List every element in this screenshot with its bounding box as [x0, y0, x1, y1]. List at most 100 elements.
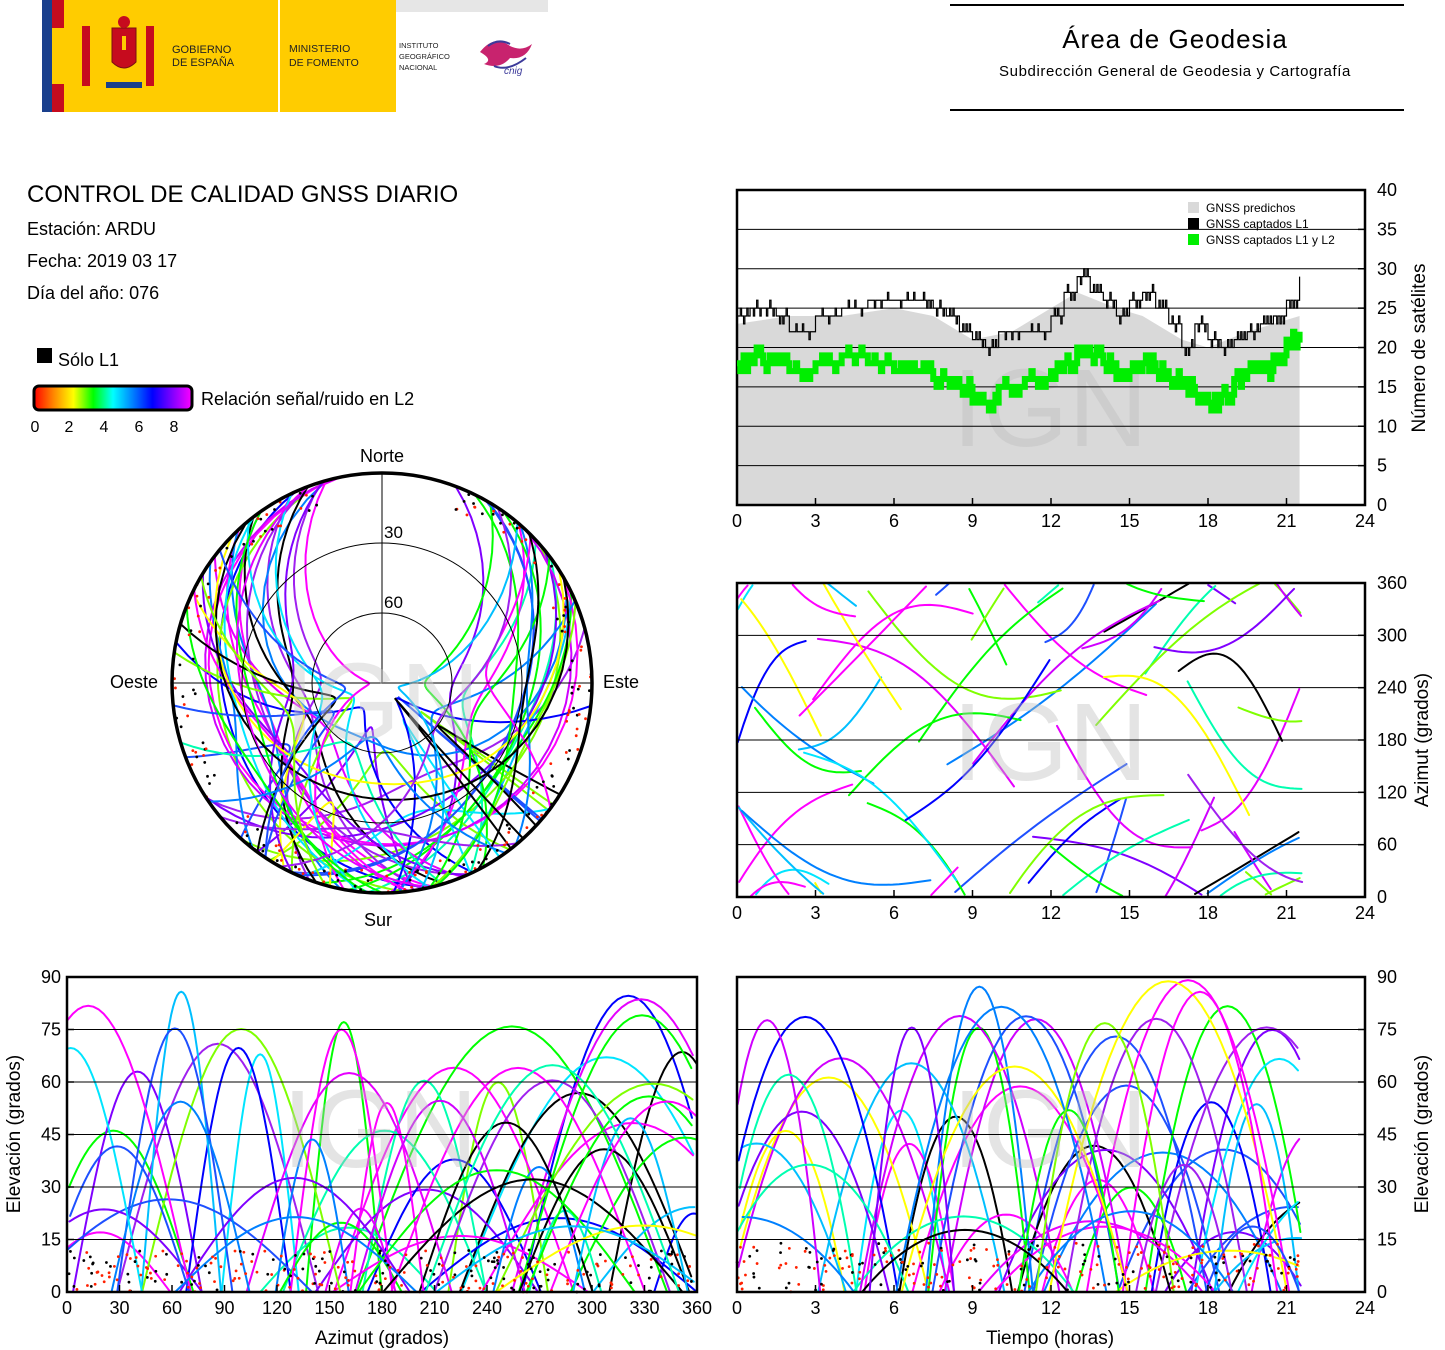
snr-tick: 4 — [100, 419, 109, 436]
institutional-logos: GOBIERNO DE ESPAÑA MINISTERIO DE FOMENTO… — [42, 0, 548, 112]
satellite-track — [269, 480, 325, 874]
satellite-track — [357, 1169, 636, 1293]
satellite-track — [354, 1099, 526, 1293]
x-tick-label: 6 — [889, 511, 899, 531]
ign-line1: INSTITUTO — [399, 41, 439, 50]
skyplot-ring-60-label: 60 — [384, 593, 403, 612]
satellite-track — [66, 1198, 313, 1293]
satellite-track — [69, 1145, 191, 1293]
satellite-track — [754, 706, 862, 774]
satellite-track — [1219, 871, 1303, 897]
satellite-track — [256, 726, 415, 892]
satellite-track — [1042, 1151, 1283, 1293]
satellite-track — [867, 590, 1062, 700]
gov-line2: DE ESPAÑA — [172, 56, 235, 69]
y-tick-label: 30 — [41, 1177, 61, 1197]
x-tick-label: 60 — [162, 1298, 182, 1318]
satellite-track — [803, 751, 958, 882]
satellite-track — [458, 1091, 693, 1293]
satellite-track — [243, 516, 445, 885]
satellite-track — [366, 1158, 542, 1293]
satellite-track — [282, 1129, 488, 1293]
satellite-track — [495, 1224, 697, 1293]
x-tick-label: 21 — [1276, 903, 1296, 923]
satellite-track — [997, 1148, 1214, 1293]
satellite-track — [1085, 979, 1291, 1293]
satellite-track — [972, 599, 1161, 765]
snr-tick: 6 — [135, 419, 144, 436]
y-tick-label: 5 — [1377, 456, 1387, 476]
skyplot-watermark: IGN — [284, 641, 480, 764]
satellite-track — [737, 1057, 951, 1293]
satellite-track — [895, 1005, 1108, 1293]
y-tick-label: 0 — [1377, 887, 1387, 907]
satellite-track — [218, 548, 347, 859]
legend-entry: GNSS captados L1 y L2 — [1206, 233, 1335, 247]
satellite-track — [331, 1234, 589, 1293]
satellite-track — [812, 603, 974, 701]
satellite-track — [418, 1121, 594, 1293]
satellite-track — [1204, 1225, 1301, 1293]
x-tick-label: 12 — [1041, 511, 1061, 531]
satellite-track — [1081, 587, 1163, 650]
ign-line3: NACIONAL — [399, 63, 437, 72]
satellite-track — [220, 1053, 300, 1293]
y-tick-label: 300 — [1377, 625, 1407, 645]
satellite-track — [1023, 1035, 1208, 1293]
x-tick-label: 9 — [967, 511, 977, 531]
ministry-line2: DE FOMENTO — [289, 57, 359, 69]
ign-line2: GEOGRÁFICO — [399, 52, 450, 61]
header-rule-top — [950, 4, 1404, 6]
satellite-track — [1194, 1057, 1299, 1293]
satellite-track — [223, 515, 370, 894]
satellite-track — [390, 1066, 646, 1293]
x-tick-label: 0 — [62, 1298, 72, 1318]
only-l1-swatch — [37, 348, 52, 363]
satellite-track — [279, 506, 513, 868]
satellite-track — [1236, 1201, 1299, 1293]
satellite-track — [1154, 1026, 1299, 1293]
satellite-track — [736, 1163, 910, 1293]
satellite-track — [1245, 871, 1273, 896]
x-tick-label: 3 — [810, 1298, 820, 1318]
satellite-track — [314, 1188, 539, 1293]
satellite-track — [1032, 835, 1203, 896]
y-tick-label: 90 — [41, 967, 61, 987]
satellite-track — [174, 1216, 418, 1293]
satellite-track — [1275, 582, 1303, 617]
satellite-track — [918, 587, 1064, 743]
satellite-track — [861, 1228, 1069, 1293]
satellite-track — [492, 1165, 586, 1293]
x-tick-label: 150 — [314, 1298, 344, 1318]
coat-of-arms-icon — [82, 16, 154, 88]
satellite-track — [397, 521, 519, 891]
satellite-track — [1044, 583, 1095, 644]
satellite-track — [1177, 652, 1284, 742]
satellite-track — [214, 521, 570, 801]
x-tick-label: 9 — [967, 903, 977, 923]
x-tick-label: 270 — [524, 1298, 554, 1318]
x-tick-label: 15 — [1119, 1298, 1139, 1318]
x-tick-label: 120 — [262, 1298, 292, 1318]
satellite-track — [954, 763, 1128, 893]
x-axis-label: Tiempo (horas) — [986, 1328, 1114, 1349]
satellite-track — [1056, 724, 1193, 849]
satellite-track — [755, 868, 830, 896]
x-tick-label: 12 — [1041, 903, 1061, 923]
satellite-track — [1017, 1109, 1120, 1293]
satellite-track — [738, 1073, 858, 1293]
ign-watermark: IGN — [952, 1068, 1148, 1191]
x-tick-label: 0 — [732, 903, 742, 923]
satellite-track — [738, 783, 854, 883]
satellite-track — [213, 535, 565, 786]
satellite-track — [245, 485, 470, 876]
satellite-track — [1115, 1249, 1300, 1293]
satellite-track — [219, 815, 519, 847]
satellite-track — [66, 1004, 192, 1293]
y-tick-label: 40 — [1377, 180, 1397, 200]
satellite-track — [175, 641, 474, 874]
satellite-track — [433, 1079, 671, 1293]
satellite-track — [1126, 583, 1205, 603]
x-tick-label: 21 — [1276, 1298, 1296, 1318]
